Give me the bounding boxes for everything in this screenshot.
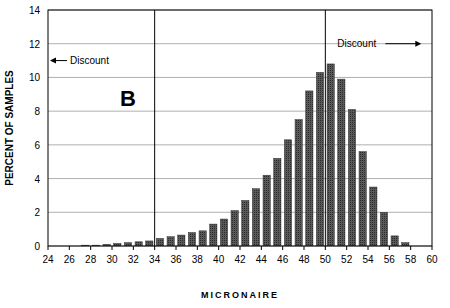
y-tick-label: 0	[34, 241, 40, 252]
x-tick	[48, 246, 49, 250]
x-tick	[346, 246, 347, 250]
plot-frame	[48, 10, 432, 246]
x-tick	[218, 246, 219, 250]
x-tick-label: 52	[341, 254, 353, 265]
arrow-head	[415, 41, 421, 47]
y-tick-label: 2	[34, 207, 40, 218]
x-tick-label: 48	[298, 254, 310, 265]
bar	[188, 233, 195, 246]
bar	[231, 211, 238, 246]
x-tick-label: 26	[64, 254, 76, 265]
arrow-head	[50, 58, 56, 64]
x-tick-label: 54	[362, 254, 374, 265]
bar	[210, 224, 217, 246]
y-tick-label: 6	[34, 140, 40, 151]
bar	[274, 158, 281, 246]
x-tick-label: 34	[149, 254, 161, 265]
x-tick	[432, 246, 433, 250]
x-tick-label: 44	[256, 254, 268, 265]
y-tick-label: 4	[34, 174, 40, 185]
x-tick-label: 28	[85, 254, 97, 265]
y-tick-label: 14	[29, 5, 41, 16]
panel-label: B	[120, 86, 136, 111]
x-tick-label: 38	[192, 254, 204, 265]
bar	[306, 91, 313, 246]
x-tick-label: 58	[405, 254, 417, 265]
bar	[348, 109, 355, 246]
bars	[82, 64, 409, 246]
x-tick-label: 46	[277, 254, 289, 265]
bar	[316, 72, 323, 246]
annotation: Discount	[70, 55, 109, 66]
x-tick	[240, 246, 241, 250]
x-tick-label: 60	[426, 254, 438, 265]
x-tick	[410, 246, 411, 250]
bar	[370, 187, 377, 246]
x-tick	[197, 246, 198, 250]
x-tick	[112, 246, 113, 250]
x-tick-label: 40	[213, 254, 225, 265]
bar	[167, 237, 174, 246]
x-tick	[133, 246, 134, 250]
bar	[199, 231, 206, 246]
x-tick	[282, 246, 283, 250]
grid-line	[48, 144, 432, 145]
x-tick	[368, 246, 369, 250]
x-tick-label: 42	[234, 254, 246, 265]
annotation: Discount	[337, 38, 376, 49]
x-tick-label: 50	[320, 254, 332, 265]
x-tick	[154, 246, 155, 250]
x-tick-label: 32	[128, 254, 140, 265]
y-tick-label: 10	[29, 72, 41, 83]
x-tick	[261, 246, 262, 250]
bar	[252, 189, 259, 246]
bar	[402, 243, 409, 246]
x-tick	[389, 246, 390, 250]
bar	[124, 243, 131, 246]
y-tick-label: 12	[29, 39, 41, 50]
bar	[146, 241, 153, 246]
bar	[338, 79, 345, 246]
bar	[263, 175, 270, 246]
x-tick-label: 36	[170, 254, 182, 265]
bar	[242, 200, 249, 246]
bar	[327, 64, 334, 246]
bar	[220, 219, 227, 246]
grid-line	[48, 178, 432, 179]
x-tick	[176, 246, 177, 250]
bar	[135, 242, 142, 246]
grid-line	[48, 111, 432, 112]
bar	[380, 212, 387, 246]
bar	[178, 235, 185, 246]
y-tick-label: 8	[34, 106, 40, 117]
bar	[156, 238, 163, 246]
bar	[391, 236, 398, 246]
grid-line	[48, 77, 432, 78]
bar	[295, 120, 302, 246]
discount-line	[325, 10, 326, 246]
bar	[359, 152, 366, 246]
x-tick-label: 30	[106, 254, 118, 265]
x-tick	[69, 246, 70, 250]
bar	[284, 140, 291, 246]
arrow	[385, 43, 419, 44]
chart: 0246810121424262830323436384042444648505…	[0, 0, 450, 308]
x-tick-label: 24	[42, 254, 54, 265]
x-tick	[325, 246, 326, 250]
y-axis-title: PERCENT OF SAMPLES	[4, 70, 15, 186]
discount-line	[154, 10, 155, 246]
x-tick	[304, 246, 305, 250]
x-tick	[90, 246, 91, 250]
x-axis-title: MICRONAIRE	[201, 290, 279, 300]
x-tick-label: 56	[384, 254, 396, 265]
